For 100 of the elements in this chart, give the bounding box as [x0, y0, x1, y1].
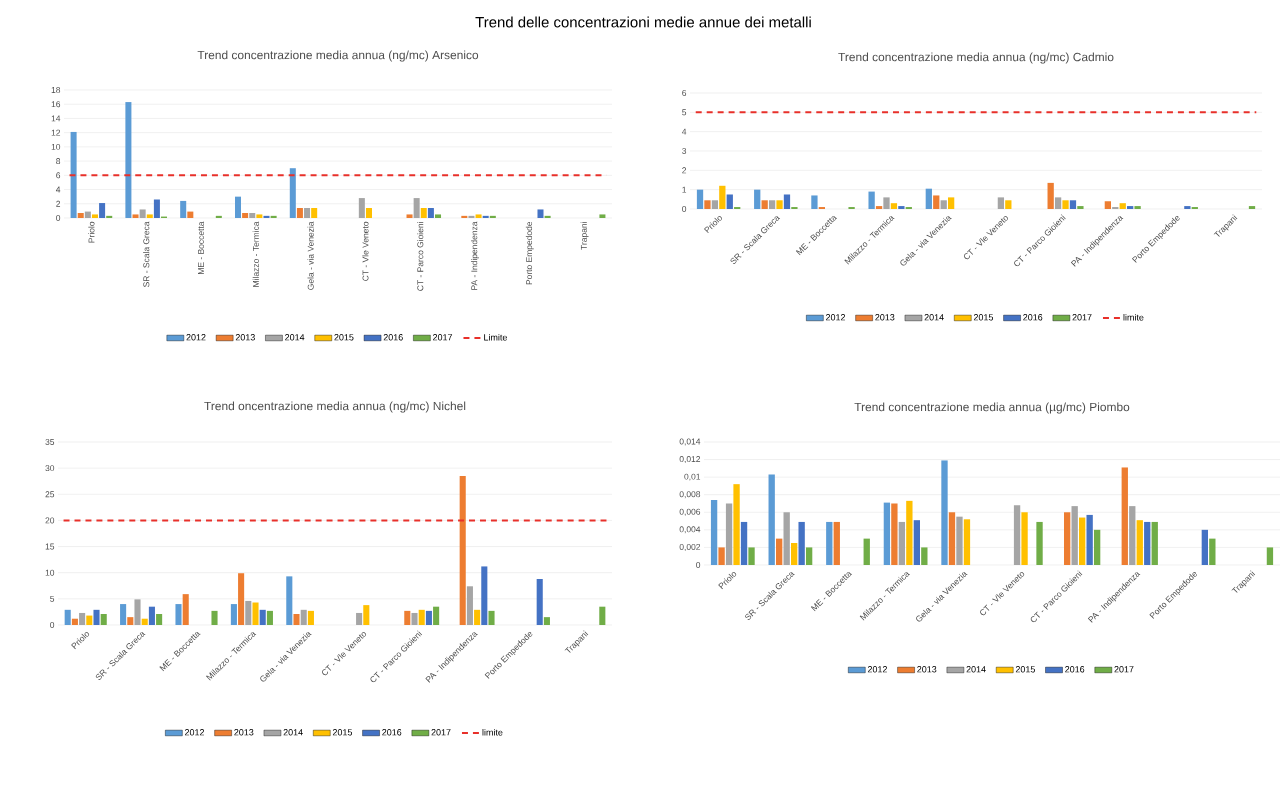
bar [704, 200, 711, 209]
bar [1127, 206, 1134, 209]
bar [106, 215, 113, 218]
bar [289, 168, 296, 218]
bar [963, 519, 971, 565]
bar [1119, 203, 1126, 209]
bar [696, 189, 704, 209]
bar [230, 604, 237, 625]
legend-label: 2013 [235, 334, 255, 341]
bar [925, 188, 932, 209]
bar [411, 612, 418, 625]
bar [1062, 200, 1069, 209]
bar [726, 194, 733, 209]
bar [304, 208, 311, 218]
bar [906, 500, 913, 565]
bar [461, 215, 468, 218]
y-tick-label: 0,006 [679, 508, 701, 516]
bar [71, 618, 78, 625]
x-tick-label: Porto Empedode [525, 221, 534, 285]
legend-label: limite [482, 728, 503, 736]
bar [311, 208, 318, 218]
legend-label: 2017 [433, 334, 453, 341]
bar [84, 211, 91, 218]
bar [180, 200, 187, 218]
bar [1134, 206, 1141, 209]
legend-label: 2017 [431, 729, 451, 736]
legend-label: 2012 [186, 334, 206, 341]
bar [296, 208, 303, 218]
bar [718, 547, 725, 565]
legend-label: 2015 [334, 334, 354, 341]
bar [139, 209, 146, 218]
bar [790, 543, 798, 565]
bar [93, 609, 100, 625]
bar [156, 614, 163, 625]
y-tick-label: 0,008 [679, 491, 701, 499]
bar [1248, 206, 1256, 209]
y-tick-label: 0 [50, 621, 55, 628]
legend-label: limite [1123, 313, 1144, 321]
bar [544, 215, 551, 218]
bar [921, 547, 928, 565]
legend-label: 2014 [283, 729, 303, 736]
y-tick-label: 0 [682, 205, 687, 212]
bar [266, 610, 273, 625]
y-tick-label: 4 [55, 186, 61, 193]
bar [79, 612, 86, 625]
bar [1104, 201, 1112, 209]
bar [1121, 467, 1128, 565]
bar [474, 609, 481, 625]
y-tick-label: 2 [56, 200, 61, 207]
y-tick-label: 3 [682, 147, 687, 154]
bar [1093, 529, 1101, 565]
y-tick-label: 0,002 [679, 543, 701, 551]
bar [891, 503, 898, 565]
legend-label: 2014 [966, 666, 986, 673]
y-tick-label: 35 [45, 438, 55, 445]
bar [153, 199, 160, 218]
legend-label: 2013 [875, 314, 895, 321]
bar [433, 606, 440, 625]
x-tick-label: CT - Vle Veneto [362, 221, 369, 281]
bar [300, 609, 307, 625]
y-tick-label: 2 [682, 167, 687, 174]
bar [798, 521, 805, 565]
x-tick-label: Milazzo - Termica [252, 221, 259, 287]
bar [748, 547, 755, 565]
bar [100, 614, 107, 625]
bar [833, 521, 840, 565]
legend-label: 2017 [1114, 666, 1134, 673]
bar [1078, 517, 1086, 565]
bar [1054, 197, 1062, 209]
bar [1071, 506, 1078, 565]
bar [868, 191, 875, 209]
y-tick-label: 20 [45, 517, 55, 524]
legend-label: 2013 [234, 729, 254, 736]
bar [898, 521, 906, 565]
bar [826, 521, 833, 565]
x-tick-label: Gela - via Venezia [307, 221, 314, 290]
bar [1077, 206, 1084, 209]
bar [141, 618, 148, 625]
bar [132, 214, 139, 218]
x-tick-label: CT - Parco Gioieni [417, 222, 424, 291]
bar [811, 195, 818, 209]
bar [420, 208, 427, 218]
legend-label: 2015 [973, 314, 994, 321]
bar [863, 538, 870, 565]
bar [466, 586, 473, 625]
bar [776, 200, 783, 209]
bar [1184, 206, 1191, 209]
y-tick-label: 6 [682, 90, 687, 96]
bar [406, 214, 413, 218]
bar [459, 475, 466, 625]
bar [711, 200, 719, 209]
legend-label: Limite [484, 333, 507, 341]
bar [933, 195, 940, 209]
chart-title: Trend concentrazione media annua (ng/mc) Cadmio [838, 52, 1114, 64]
y-tick-label: 0 [696, 561, 701, 568]
bar [488, 610, 495, 625]
bar [537, 209, 544, 218]
bar [435, 214, 442, 218]
x-tick-label: Trapani [580, 222, 589, 250]
legend-label: 2015 [1015, 666, 1035, 673]
